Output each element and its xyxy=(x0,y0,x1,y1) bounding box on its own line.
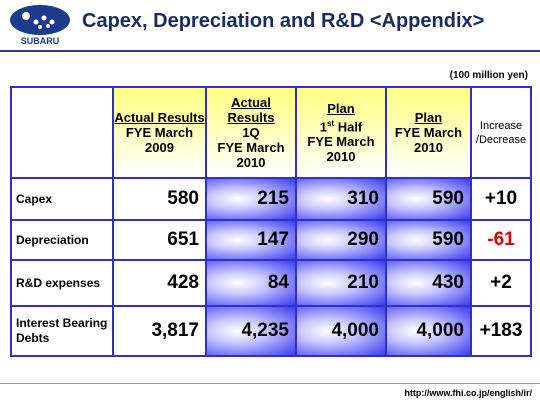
header-row: Actual Results FYE March 2009 Actual Result… xyxy=(10,86,532,179)
cell-value: +183 xyxy=(470,305,532,357)
column-title: Plan xyxy=(327,100,355,116)
column-title: Actual Results xyxy=(114,110,205,125)
column-header: Plan 1st Half FYE March 2010 xyxy=(295,86,387,179)
cell-value: 210 xyxy=(295,259,387,307)
column-line: Increase xyxy=(472,119,530,133)
cell-value: 4,235 xyxy=(205,305,297,357)
logo: SUBARU xyxy=(10,5,70,46)
cell-value: 590 xyxy=(385,177,472,221)
cell-value: 3,817 xyxy=(112,305,207,357)
footer-rule xyxy=(0,383,540,384)
column-text: Half xyxy=(337,119,363,135)
cell-value: 430 xyxy=(385,259,472,307)
cell-value: +2 xyxy=(470,259,532,307)
cell-value: 590 xyxy=(385,219,472,261)
cell-value: 651 xyxy=(112,219,207,261)
ordinal-suffix: st xyxy=(326,118,335,128)
column-line: 1st Half xyxy=(297,116,385,134)
column-text: FYE March xyxy=(125,125,194,140)
column-title: Plan xyxy=(414,110,443,125)
cell-value: 84 xyxy=(205,259,297,307)
table-row: Capex 580 215 310 590 +10 xyxy=(10,177,532,221)
cell-value: 215 xyxy=(205,177,297,221)
table-row: Interest Bearing Debts 3,817 4,235 4,000 4,0… xyxy=(10,305,532,357)
cell-value: 4,000 xyxy=(385,305,472,357)
column-line: FYE March xyxy=(297,134,385,149)
cell-value: 310 xyxy=(295,177,387,221)
column-line: 2010 xyxy=(387,140,470,155)
ordinal: 1 xyxy=(319,119,327,135)
column-line: 2010 xyxy=(207,155,295,170)
column-text: FYE March xyxy=(394,125,463,140)
column-header: Increase/Decrease xyxy=(470,86,532,179)
cell-value: 147 xyxy=(205,219,297,261)
column-text: FYE March xyxy=(307,134,375,150)
column-header: Plan FYE March 2010 xyxy=(385,86,472,179)
column-title: Actual Results xyxy=(227,95,275,125)
table: Actual Results FYE March 2009 Actual Result… xyxy=(10,86,532,357)
footer-url: http://www.fhi.co.jp/english/ir/ xyxy=(404,388,532,398)
table-row: Depreciation 651 147 290 590 -61 xyxy=(10,219,532,261)
row-label: Capex xyxy=(10,177,114,221)
unit-note: (100 million yen) xyxy=(449,70,528,81)
column-line: 2010 xyxy=(297,149,385,164)
cell-value: 4,000 xyxy=(295,305,387,357)
column-text: Increase xyxy=(479,119,523,132)
column-text: FYE March xyxy=(217,140,285,155)
column-line: 1Q xyxy=(207,125,295,140)
column-line: 2009 xyxy=(114,140,205,155)
row-label: Interest Bearing Debts xyxy=(10,305,114,357)
cell-value: +10 xyxy=(470,177,532,221)
logo-stars xyxy=(22,12,55,29)
cell-value: -61 xyxy=(470,219,532,261)
column-text: 2010 xyxy=(326,149,356,165)
cell-value: 290 xyxy=(295,219,387,261)
column-line: FYE March xyxy=(387,125,470,140)
column-line: /Decrease xyxy=(472,133,530,147)
column-text: 2009 xyxy=(145,140,174,155)
column-text: 2010 xyxy=(236,155,266,170)
column-text: 2010 xyxy=(414,140,443,155)
column-text: 1Q xyxy=(242,125,260,140)
column-line: FYE March xyxy=(114,125,205,140)
table-row: R&D expenses 428 84 210 430 +2 xyxy=(10,259,532,307)
cell-value: 428 xyxy=(112,259,207,307)
corner-cell xyxy=(10,86,114,179)
logo-text: SUBARU xyxy=(21,36,60,46)
column-line: FYE March xyxy=(207,140,295,155)
header-rule xyxy=(0,50,540,52)
column-header: Actual Results FYE March 2009 xyxy=(112,86,207,179)
logo-oval xyxy=(10,5,70,35)
title: Capex, Depreciation and R&D <Appendix> xyxy=(82,10,485,32)
row-label: Depreciation xyxy=(10,219,114,261)
column-header: Actual Results 1Q FYE March 2010 xyxy=(205,86,297,179)
column-text: /Decrease xyxy=(475,133,527,146)
row-label: R&D expenses xyxy=(10,259,114,307)
cell-value: 580 xyxy=(112,177,207,221)
